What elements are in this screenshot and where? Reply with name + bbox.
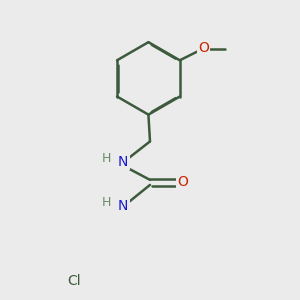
- Text: N: N: [118, 155, 128, 169]
- Text: H: H: [102, 152, 112, 165]
- Text: Cl: Cl: [68, 274, 81, 288]
- Text: N: N: [118, 199, 128, 213]
- Text: H: H: [102, 196, 112, 209]
- Text: O: O: [177, 176, 188, 189]
- Text: O: O: [198, 41, 209, 55]
